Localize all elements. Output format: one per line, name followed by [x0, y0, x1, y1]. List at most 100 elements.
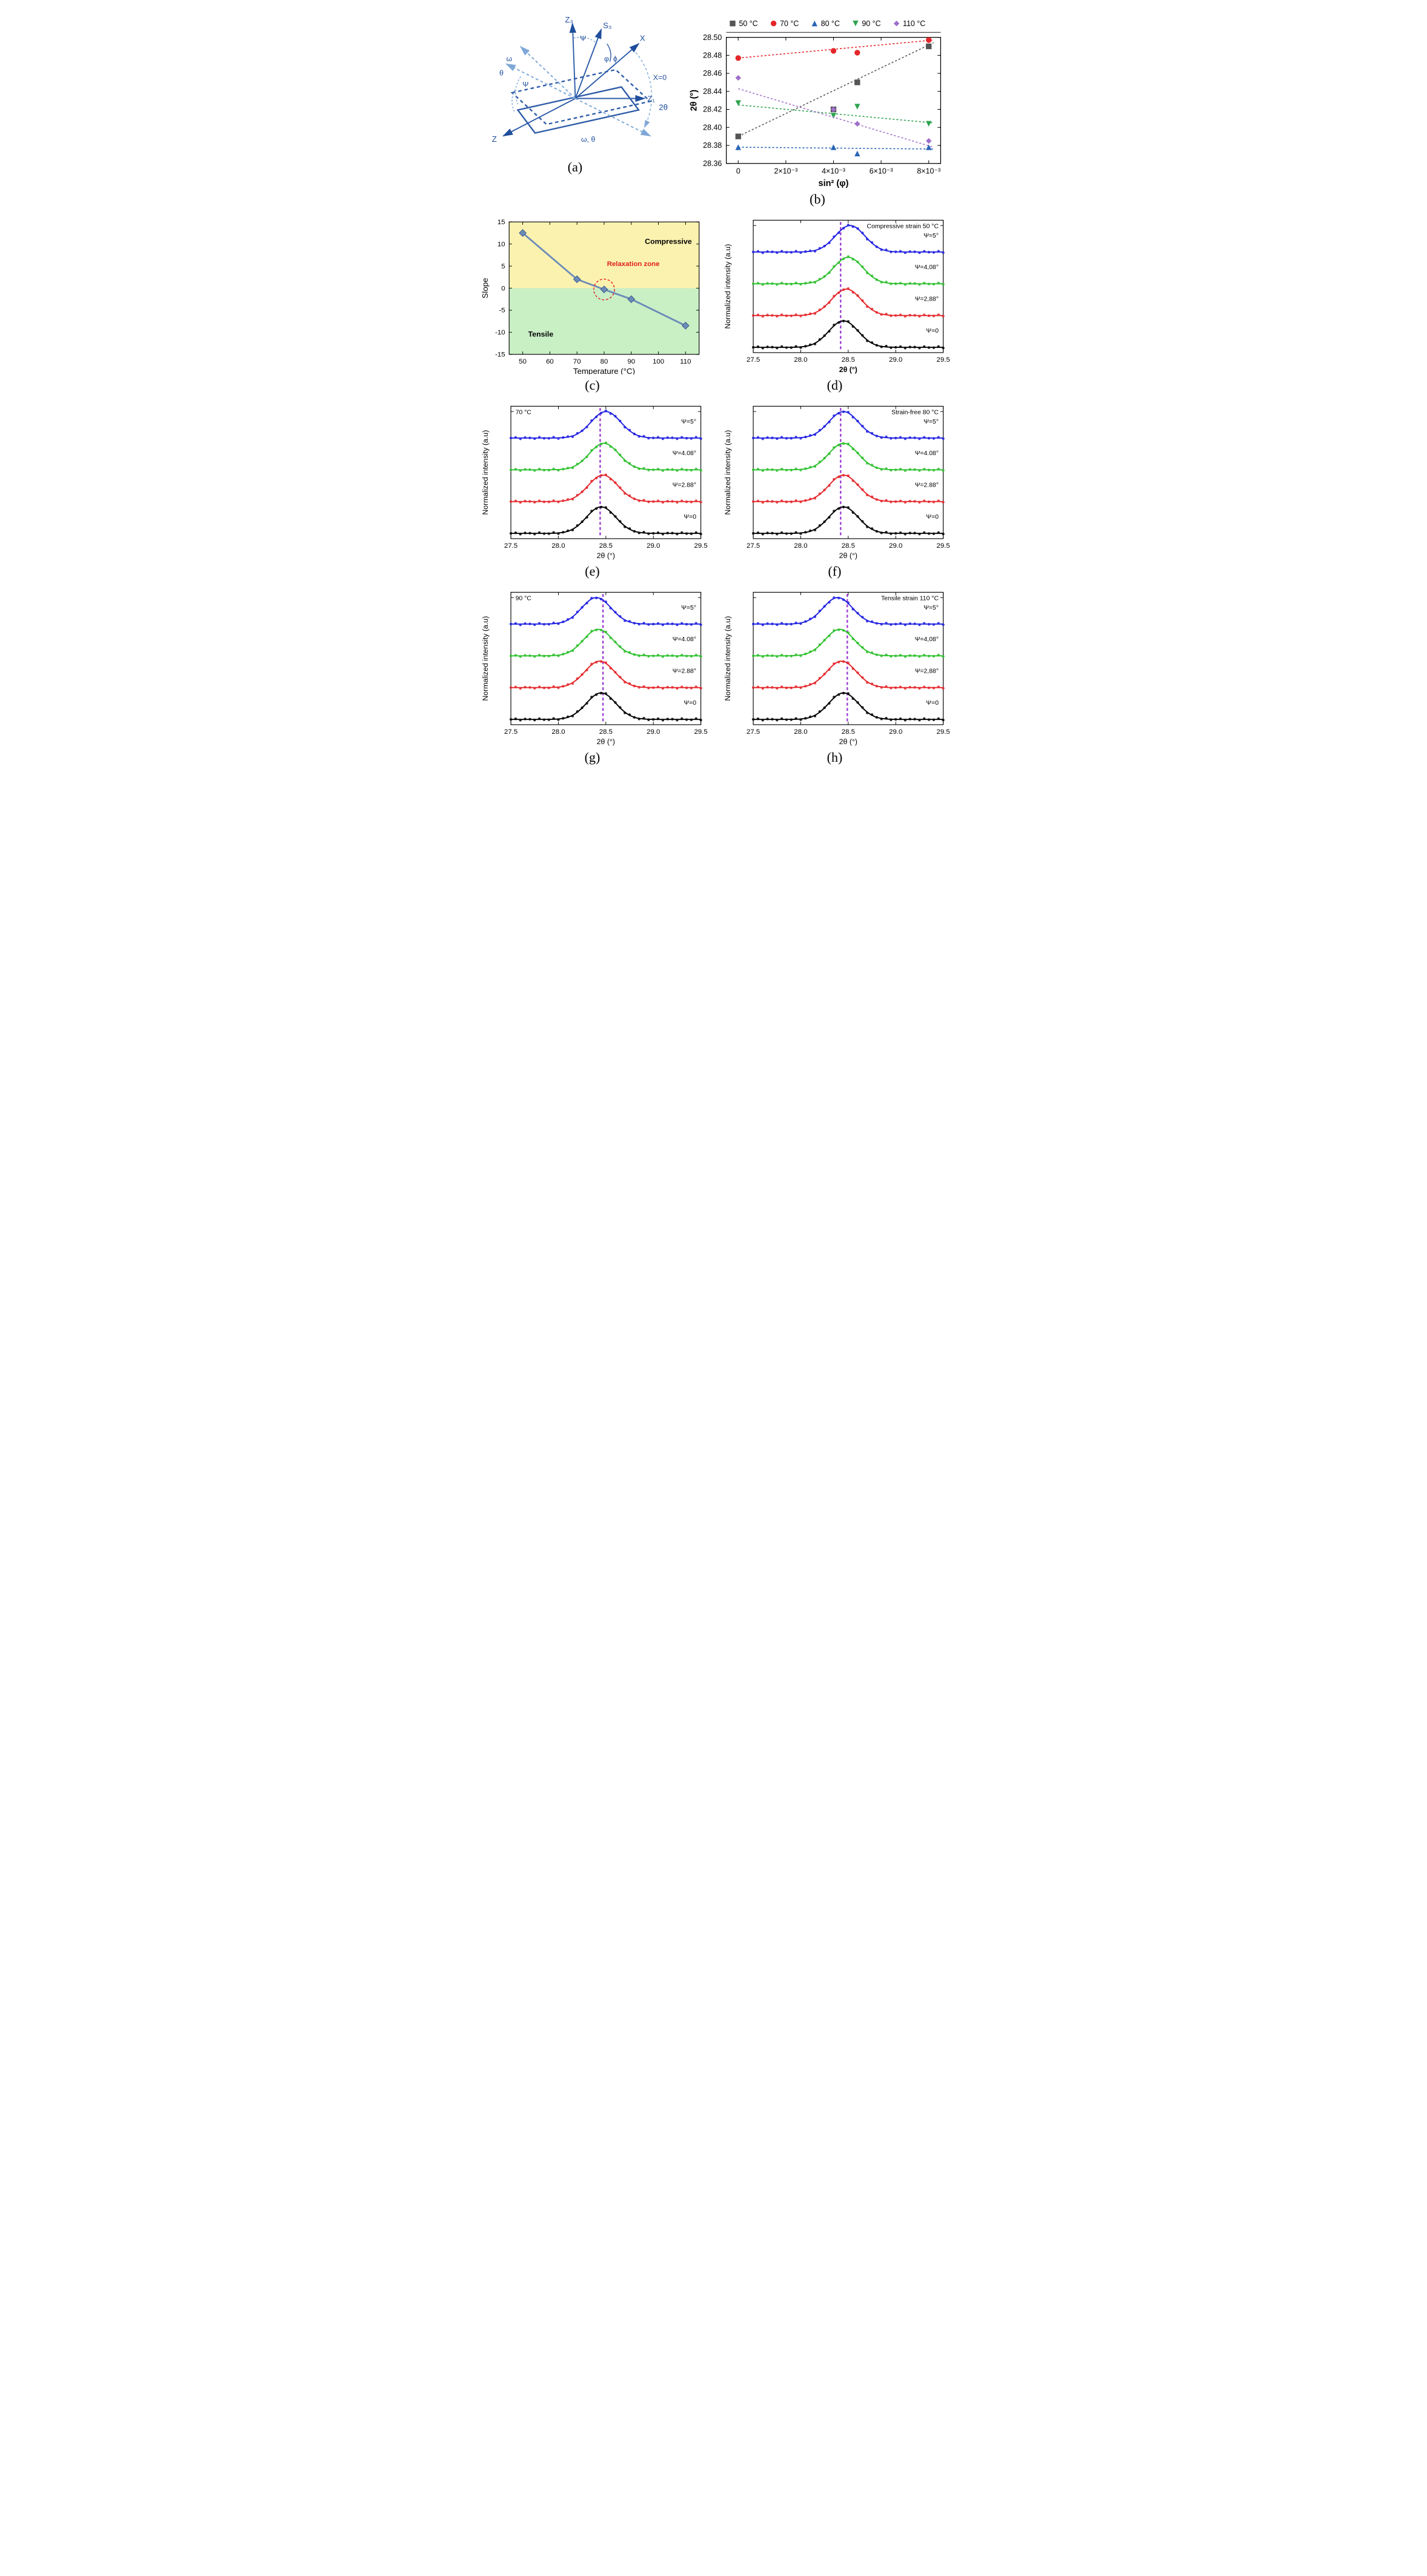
svg-text:Ψ=5°: Ψ=5°	[923, 419, 939, 425]
svg-text:80 °C: 80 °C	[820, 19, 839, 28]
svg-text:29.0: 29.0	[889, 542, 902, 550]
panel-d-wrap: 27.528.028.529.029.5Ψ=0Ψ=2,88°Ψ=4,08°Ψ=5…	[720, 213, 950, 393]
svg-text:8×10⁻³: 8×10⁻³	[917, 167, 940, 175]
svg-text:ω, θ: ω, θ	[581, 135, 595, 144]
svg-text:2×10⁻³: 2×10⁻³	[774, 167, 797, 175]
svg-text:110 °C: 110 °C	[902, 19, 925, 28]
chart-f: 27.528.028.529.029.5Ψ=0Ψ=2.88°Ψ=4.08°Ψ=5…	[720, 399, 950, 561]
svg-text:5: 5	[501, 263, 505, 270]
svg-text:Normalized intensity (a.u): Normalized intensity (a.u)	[481, 430, 490, 515]
panel-f-wrap: 27.528.028.529.029.5Ψ=0Ψ=2.88°Ψ=4.08°Ψ=5…	[720, 399, 950, 579]
svg-text:15: 15	[497, 219, 505, 226]
svg-text:0: 0	[501, 285, 505, 293]
svg-text:29.5: 29.5	[694, 542, 707, 550]
svg-text:28.36: 28.36	[703, 159, 722, 168]
svg-text:100: 100	[653, 358, 664, 365]
svg-text:29.0: 29.0	[647, 728, 660, 736]
svg-text:29.0: 29.0	[889, 356, 902, 364]
svg-text:2θ (°): 2θ (°)	[839, 366, 857, 374]
svg-text:Ψ=0: Ψ=0	[684, 700, 696, 707]
svg-text:27.5: 27.5	[747, 728, 760, 736]
svg-text:Ψ=2,88°: Ψ=2,88°	[914, 668, 938, 675]
svg-text:θ: θ	[499, 69, 504, 78]
svg-text:Compressive: Compressive	[645, 238, 692, 246]
svg-text:Strain-free 80 °C: Strain-free 80 °C	[891, 410, 939, 416]
svg-text:28.5: 28.5	[599, 728, 612, 736]
panel-h-wrap: 27.528.028.529.029.5Ψ=0Ψ=2,88°Ψ=4,08°Ψ=5…	[720, 585, 950, 765]
panel-b-wrap: 02×10⁻³4×10⁻³6×10⁻³8×10⁻³28.3628.3828.40…	[685, 12, 950, 207]
svg-text:Ψ=2.88°: Ψ=2.88°	[914, 482, 938, 489]
svg-text:28.50: 28.50	[703, 33, 722, 42]
svg-text:60: 60	[546, 358, 554, 365]
svg-text:29.5: 29.5	[936, 542, 950, 550]
svg-text:28.46: 28.46	[703, 69, 722, 78]
svg-text:2θ (°): 2θ (°)	[596, 738, 614, 747]
svg-text:10: 10	[497, 241, 505, 248]
svg-text:2θ (°): 2θ (°)	[689, 90, 699, 111]
svg-text:28.38: 28.38	[703, 141, 722, 150]
svg-text:70 °C: 70 °C	[515, 410, 531, 416]
label-b: (b)	[685, 191, 950, 207]
svg-text:2θ (°): 2θ (°)	[839, 738, 857, 747]
svg-text:28.0: 28.0	[794, 542, 807, 550]
svg-text:Ψ: Ψ	[522, 81, 528, 89]
svg-text:X=0: X=0	[653, 73, 666, 82]
panel-c-wrap: 5060708090100110-15-10-5051015Relaxation…	[477, 213, 708, 393]
svg-text:Ψ=0: Ψ=0	[926, 700, 939, 707]
label-c: (c)	[477, 378, 708, 393]
svg-text:28.5: 28.5	[841, 356, 854, 364]
chart-d: 27.528.028.529.029.5Ψ=0Ψ=2,88°Ψ=4,08°Ψ=5…	[720, 213, 950, 374]
svg-text:Ψ=5°: Ψ=5°	[681, 419, 696, 425]
svg-text:27.5: 27.5	[747, 542, 760, 550]
svg-text:29.0: 29.0	[889, 728, 902, 736]
svg-text:28.48: 28.48	[703, 52, 722, 60]
svg-text:Ψ=4.08°: Ψ=4.08°	[914, 451, 938, 458]
chart-e: 27.528.028.529.029.5Ψ=0Ψ=2.88°Ψ=4.08°Ψ=5…	[477, 399, 708, 561]
label-f: (f)	[720, 564, 950, 579]
svg-text:-10: -10	[495, 329, 505, 336]
chart-g: 27.528.028.529.029.5Ψ=0Ψ=2.88°Ψ=4.08°Ψ=5…	[477, 585, 708, 747]
svg-text:2θ: 2θ	[659, 103, 668, 112]
svg-text:90: 90	[627, 358, 635, 365]
svg-text:28.0: 28.0	[551, 542, 565, 550]
panel-e-wrap: 27.528.028.529.029.5Ψ=0Ψ=2.88°Ψ=4.08°Ψ=5…	[477, 399, 708, 579]
svg-text:90 °C: 90 °C	[862, 19, 880, 28]
svg-text:28.5: 28.5	[599, 542, 612, 550]
svg-text:28.42: 28.42	[703, 105, 722, 114]
svg-text:Normalized intensity (a.u): Normalized intensity (a.u)	[723, 430, 732, 515]
svg-text:X: X	[639, 34, 645, 43]
label-g: (g)	[477, 750, 708, 765]
label-e: (e)	[477, 564, 708, 579]
svg-text:29.5: 29.5	[936, 356, 950, 364]
svg-text:Ψ=0: Ψ=0	[926, 328, 939, 334]
svg-text:Ψ=4.08°: Ψ=4.08°	[672, 637, 696, 644]
svg-text:2θ (°): 2θ (°)	[596, 552, 614, 561]
svg-text:4×10⁻³: 4×10⁻³	[822, 167, 845, 175]
svg-text:Ψ=5°: Ψ=5°	[923, 233, 939, 239]
row-ab: Z₃S₃XZ₁ZX=02θω, θθωΨΨφ, ϕ (a) 02×10⁻³4×1…	[477, 12, 950, 207]
svg-text:Tensile strain 110 °C: Tensile strain 110 °C	[880, 596, 939, 602]
svg-text:S₃: S₃	[603, 21, 611, 30]
svg-text:50 °C: 50 °C	[739, 19, 757, 28]
svg-text:Relaxation zone: Relaxation zone	[607, 261, 659, 268]
chart-c: 5060708090100110-15-10-5051015Relaxation…	[477, 213, 708, 374]
svg-text:28.5: 28.5	[841, 542, 854, 550]
svg-text:70 °C: 70 °C	[780, 19, 799, 28]
svg-text:29.5: 29.5	[936, 728, 950, 736]
diagram-a: Z₃S₃XZ₁ZX=02θω, θθωΨΨφ, ϕ	[477, 12, 673, 156]
svg-text:-15: -15	[495, 351, 505, 359]
figure-container: Z₃S₃XZ₁ZX=02θω, θθωΨΨφ, ϕ (a) 02×10⁻³4×1…	[477, 12, 950, 765]
label-d: (d)	[720, 378, 950, 393]
svg-text:Normalized intensity (a.u): Normalized intensity (a.u)	[723, 244, 732, 329]
svg-text:50: 50	[519, 358, 527, 365]
row-ef: 27.528.028.529.029.5Ψ=0Ψ=2.88°Ψ=4.08°Ψ=5…	[477, 399, 950, 579]
svg-text:2θ (°): 2θ (°)	[839, 552, 857, 561]
svg-text:6×10⁻³: 6×10⁻³	[869, 167, 893, 175]
svg-text:28.44: 28.44	[703, 87, 722, 96]
svg-text:28.40: 28.40	[703, 123, 722, 131]
svg-text:sin² (φ): sin² (φ)	[818, 179, 848, 188]
svg-text:27.5: 27.5	[747, 356, 760, 364]
svg-text:27.5: 27.5	[504, 728, 517, 736]
svg-text:28.5: 28.5	[841, 728, 854, 736]
svg-text:-5: -5	[499, 307, 505, 315]
